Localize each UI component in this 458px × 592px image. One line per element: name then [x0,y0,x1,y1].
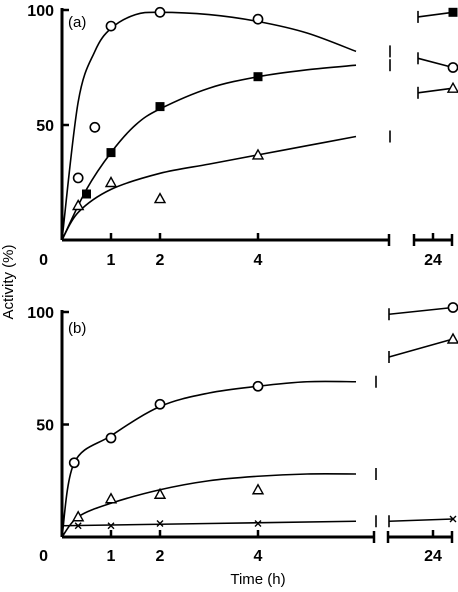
y-tick-label: 50 [36,418,54,435]
data-point-triangle [251,483,265,495]
fit-curve [61,135,357,241]
data-point-circle [252,13,264,25]
fit-curve [61,64,357,241]
y-tick-label: 100 [27,3,54,20]
series-filled-square [61,7,458,241]
x-tick-label: 4 [254,548,263,565]
data-point-cross [74,522,82,530]
data-point-triangle [104,492,118,504]
data-point-triangle [104,176,118,188]
x-tick-label: 1 [107,548,116,565]
x-tick-label: 4 [254,252,263,269]
fit-curve [61,11,357,241]
data-point-square [106,148,116,158]
data-point-circle [154,6,166,18]
data-point-circle [105,432,117,444]
data-point-circle [447,302,458,313]
data-point-circle [68,457,80,469]
x-tick-label: 2 [156,252,165,269]
data-point-circle [154,398,166,410]
fit-curve [61,473,357,538]
fit-curve-24h [417,57,454,69]
x-axis-label: Time (h) [230,571,285,588]
fit-curve-24h [388,306,454,316]
data-point-circle [105,20,117,32]
data-point-square [155,102,165,112]
fit-curve-24h [388,338,454,358]
x-tick-label: 24 [424,548,442,565]
panel-label: (a) [68,14,86,31]
data-point-circle [89,121,101,133]
series-open-circle [61,6,458,241]
series-open-triangle [61,332,458,538]
data-point-cross [254,520,262,527]
data-point-triangle [153,487,167,499]
data-point-circle [72,172,84,184]
data-point-square [448,7,458,17]
x-tick-label: 24 [424,252,442,269]
data-point-triangle [71,510,85,522]
fit-curve [61,380,357,538]
fit-curve-24h [417,11,454,18]
series-open-triangle [61,81,458,241]
x-tick-label: 1 [107,252,116,269]
data-point-square [82,189,91,199]
data-point-circle [447,62,458,73]
data-point-triangle [251,148,265,160]
fit-curve-24h [388,518,454,523]
data-point-cross [107,522,115,530]
data-point-square [253,72,263,82]
data-point-triangle [446,332,458,344]
data-point-triangle [446,81,458,93]
data-point-cross [449,515,457,523]
y-tick-label: 100 [27,305,54,322]
data-point-cross [156,520,164,527]
fit-curve-24h [417,87,454,94]
y-tick-label: 0 [39,252,48,269]
data-point-triangle [71,199,85,211]
y-tick-label: 0 [39,548,48,565]
y-axis-label: Activity (%) [0,244,17,319]
series-cross [61,515,457,530]
series-open-circle [61,302,458,538]
panel-label: (b) [68,320,86,337]
data-point-triangle [153,192,167,204]
fit-curve [61,520,357,527]
y-tick-label: 50 [36,118,54,135]
x-tick-label: 2 [156,548,165,565]
data-point-circle [252,380,264,392]
